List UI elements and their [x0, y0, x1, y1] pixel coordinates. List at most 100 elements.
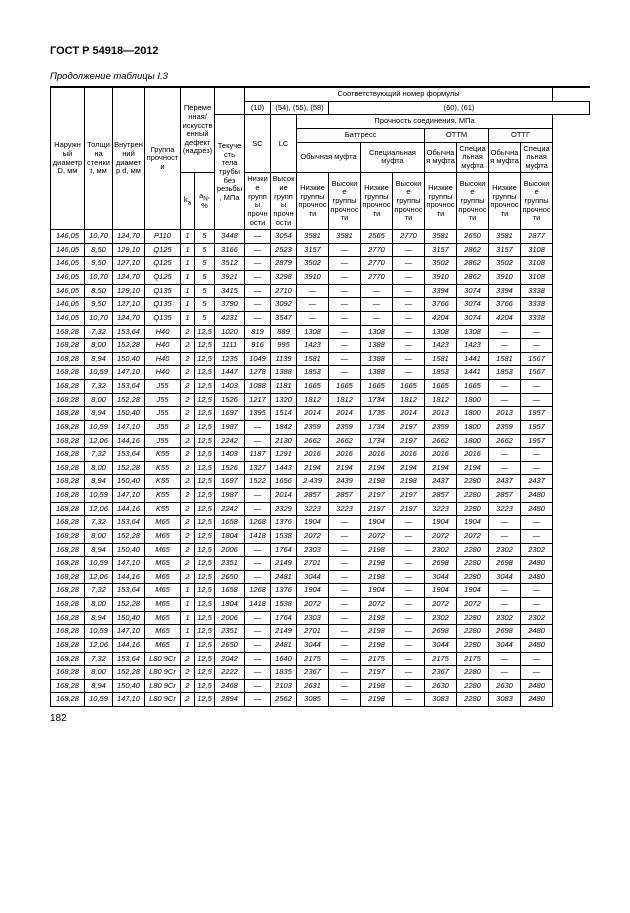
table-cell: 1697 — [215, 475, 245, 489]
table-cell: 144,16 — [113, 638, 145, 652]
table-cell: 168,28 — [51, 366, 85, 380]
table-cell: K55 — [145, 489, 181, 503]
table-cell: 2013 — [425, 407, 457, 421]
table-cell: 2329 — [271, 502, 297, 516]
table-cell: — — [489, 448, 521, 462]
table-cell: 2 — [181, 543, 195, 557]
table-row: 146,059,50127,10Q135153790—3092————37663… — [51, 298, 590, 312]
table-cell: — — [393, 543, 425, 557]
table-cell: 1388 — [361, 366, 393, 380]
table-cell: 2650 — [215, 570, 245, 584]
table-cell: 10,70 — [85, 271, 113, 285]
table-cell: H40 — [145, 352, 181, 366]
table-cell: 2650 — [215, 638, 245, 652]
table-cell: 147,10 — [113, 557, 145, 571]
table-cell: 2197 — [393, 420, 425, 434]
table-cell: — — [393, 257, 425, 271]
table-cell: 168,28 — [51, 666, 85, 680]
table-cell: 2857 — [297, 489, 329, 503]
table-cell: 168,28 — [51, 557, 85, 571]
table-cell: 1 — [181, 638, 195, 652]
table-cell: 1853 — [425, 366, 457, 380]
table-cell: 2 — [181, 366, 195, 380]
low2: Низкие группы прочности — [297, 173, 329, 230]
table-cell: 3074 — [457, 284, 489, 298]
table-cell: — — [245, 243, 271, 257]
table-cell: 1567 — [521, 366, 553, 380]
table-cell: — — [393, 271, 425, 285]
table-cell: 3083 — [489, 693, 521, 707]
table-cell: 8,94 — [85, 352, 113, 366]
table-cell: 2194 — [361, 461, 393, 475]
table-row: 168,287,32153,64K55212,51403118712912016… — [51, 448, 590, 462]
table-cell: 2014 — [329, 407, 361, 421]
table-cell: 2103 — [271, 679, 297, 693]
table-cell: — — [329, 366, 361, 380]
formula-header: Соответствующий номер формулы — [245, 87, 553, 101]
table-cell: M65 — [145, 570, 181, 584]
table-row: 168,288,00152,28J55212,51526121713201812… — [51, 393, 590, 407]
table-cell: 2175 — [361, 652, 393, 666]
table-cell: M65 — [145, 638, 181, 652]
table-row: 146,058,50129,10Q125153166—25233157—2770… — [51, 243, 590, 257]
table-cell: 4204 — [489, 311, 521, 325]
table-cell: — — [245, 611, 271, 625]
table-cell: 1665 — [329, 380, 361, 394]
low1: Низкие группы прочности — [245, 173, 271, 230]
table-row: 168,288,94150,40J55212,51697139515142014… — [51, 407, 590, 421]
table-cell: 2367 — [425, 666, 457, 680]
table-cell: 168,28 — [51, 475, 85, 489]
table-row: 168,287,32153,64J55212,51403108811811665… — [51, 380, 590, 394]
formula-10: (10) — [245, 101, 271, 115]
table-cell: 10,59 — [85, 420, 113, 434]
table-cell: 9,50 — [85, 298, 113, 312]
table-cell: 12,5 — [195, 611, 215, 625]
table-cell: 2303 — [297, 611, 329, 625]
table-cell: 2198 — [361, 570, 393, 584]
table-cell: 10,70 — [85, 230, 113, 244]
table-cell: — — [393, 679, 425, 693]
table-cell: 2 — [181, 652, 195, 666]
table-cell: Q125 — [145, 257, 181, 271]
table-cell: 5 — [195, 230, 215, 244]
table-cell: 7,32 — [85, 448, 113, 462]
table-cell: 1441 — [457, 352, 489, 366]
table-cell: 3502 — [297, 257, 329, 271]
table-cell: 153,64 — [113, 325, 145, 339]
table-cell: 2016 — [393, 448, 425, 462]
table-cell: 1665 — [457, 380, 489, 394]
table-cell: 124,70 — [113, 230, 145, 244]
table-cell: 2770 — [393, 230, 425, 244]
table-cell: — — [297, 298, 329, 312]
table-cell: — — [329, 271, 361, 285]
table-cell: 2650 — [457, 230, 489, 244]
table-cell: 2302 — [425, 611, 457, 625]
table-cell: — — [489, 652, 521, 666]
table-row: 168,2810,59147,10H40212,5144712781388185… — [51, 366, 590, 380]
table-cell: 2437 — [425, 475, 457, 489]
table-cell: 12,5 — [195, 475, 215, 489]
table-cell: 2198 — [361, 557, 393, 571]
table-cell: 2857 — [329, 489, 361, 503]
table-cell: — — [245, 543, 271, 557]
table-cell: 2523 — [271, 243, 297, 257]
table-cell: 3547 — [271, 311, 297, 325]
table-cell: 2480 — [521, 693, 553, 707]
table-cell: 1665 — [425, 380, 457, 394]
table-cell: 2359 — [329, 420, 361, 434]
table-cell: 168,28 — [51, 352, 85, 366]
table-cell: 2351 — [215, 557, 245, 571]
table-cell: 2879 — [271, 257, 297, 271]
table-cell: 12,06 — [85, 638, 113, 652]
table-cell: 2701 — [297, 557, 329, 571]
table-cell: 2280 — [457, 502, 489, 516]
table-cell: 2013 — [489, 407, 521, 421]
table-cell: 168,28 — [51, 652, 85, 666]
table-cell: 1187 — [245, 448, 271, 462]
low5: Низкие группы прочности — [489, 173, 521, 230]
table-cell: 8,94 — [85, 611, 113, 625]
table-cell: 3766 — [425, 298, 457, 312]
table-cell: 3338 — [521, 311, 553, 325]
table-cell: 3766 — [489, 298, 521, 312]
table-cell: 1904 — [361, 516, 393, 530]
